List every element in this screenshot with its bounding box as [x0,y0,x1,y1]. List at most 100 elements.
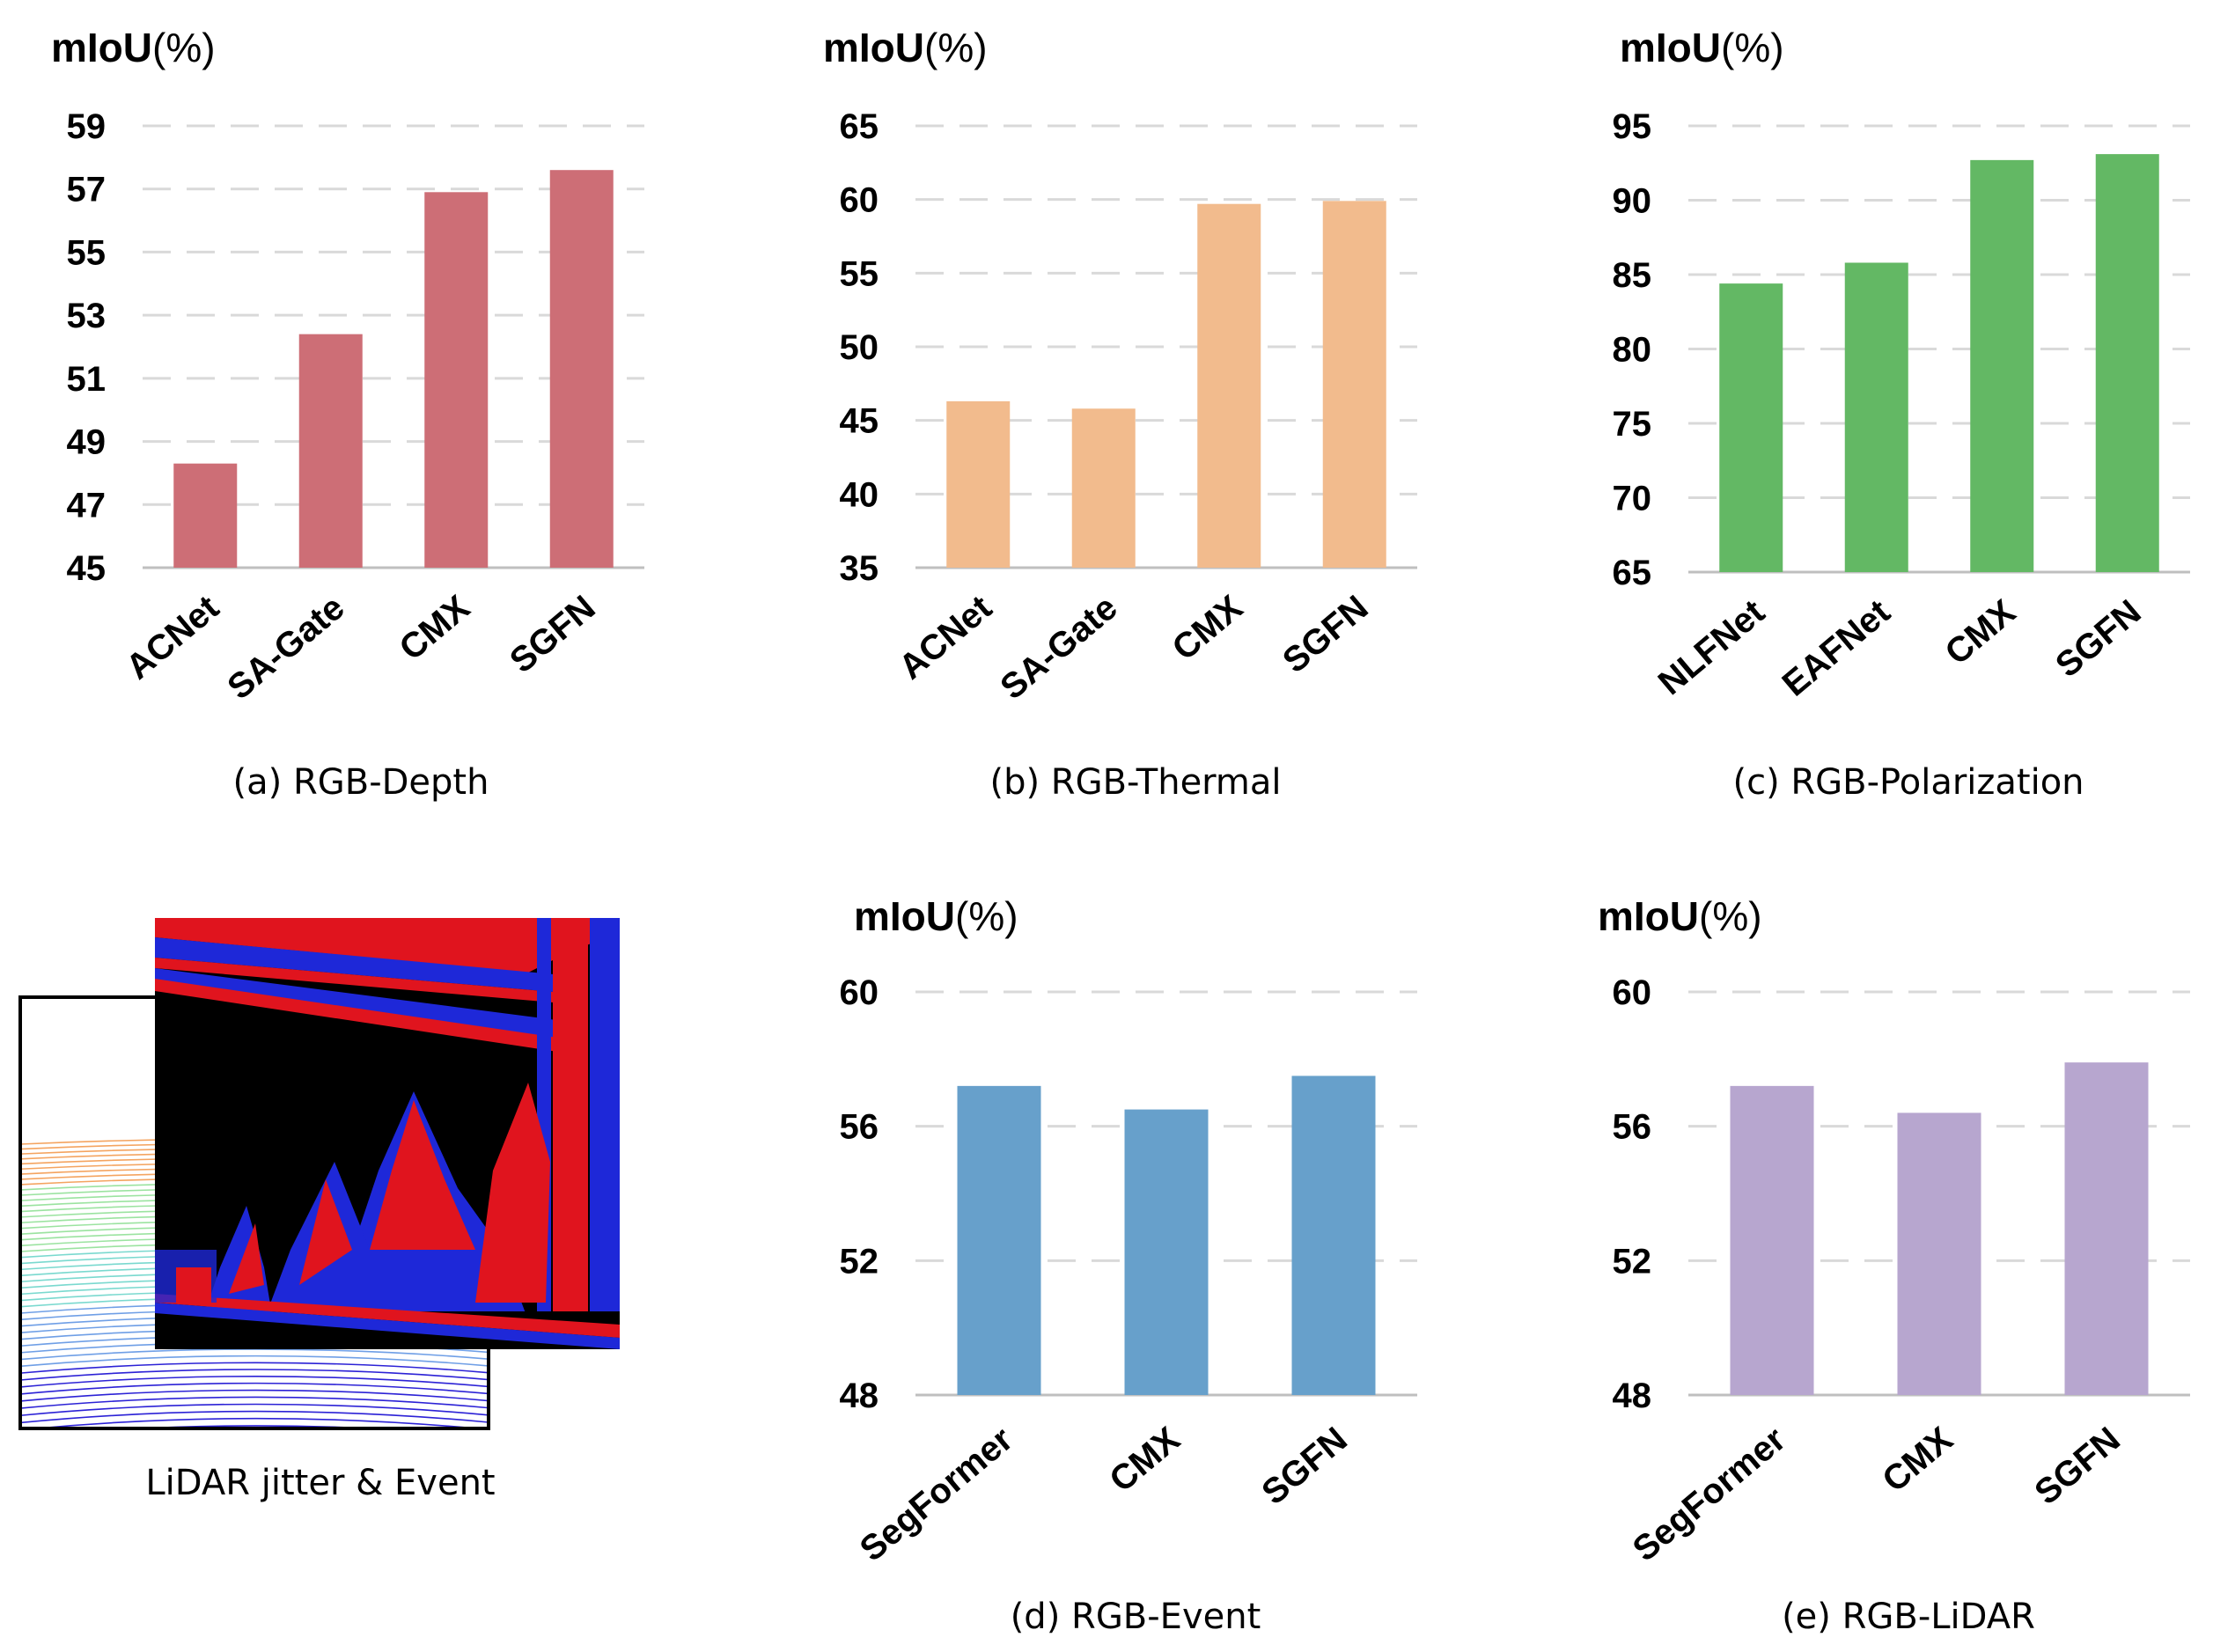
chart-caption: (d) RGB-Event [1011,1597,1261,1637]
chart-caption: (e) RGB-LiDAR [1782,1597,2035,1637]
y-axis-label: mIoU(%) [854,893,1018,939]
y-axis-label-unit: (%) [1699,893,1762,939]
x-category-label: CMX [1875,1420,1960,1500]
lidar-scan-line [20,1396,489,1409]
x-category-label: SGFN [1254,1420,1354,1512]
x-category-label: ACNet [119,588,226,686]
y-tick-label: 45 [840,402,879,441]
y-tick-label: 48 [1613,1377,1652,1415]
lidar-scan-line [20,1375,489,1388]
y-tick-label: 40 [840,475,879,514]
bar-sgfn [1322,201,1386,568]
bar-cmx [1970,159,2034,572]
y-tick-label: 85 [1613,256,1652,295]
y-tick-label: 60 [840,181,879,220]
y-axis-label-metric: mIoU [51,25,152,70]
y-tick-label: 65 [840,107,879,146]
chart-5: mIoU(%) 48 52 56 60 SegFormer CMX SGFN (e) RGB-L… [1598,893,2190,1637]
event-pillar-blue-right [590,918,620,1349]
chart-caption: (a) RGB-Depth [233,762,489,803]
x-category-label: SA-Gate [220,588,351,707]
y-tick-label: 65 [1613,554,1652,592]
y-tick-label: 55 [67,233,107,272]
event-beam-blue [155,968,563,1040]
y-tick-label: 57 [67,171,107,209]
bar-acnet [946,400,1011,568]
bar-sa-gate [1071,408,1136,568]
y-tick-label: 75 [1613,405,1652,444]
x-category-label: SGFN [2027,1420,2127,1512]
event-bush-red [176,1267,211,1303]
bar-cmx [424,192,489,569]
event-ground-red [155,1294,620,1338]
illustration-caption: LiDAR jitter & Event [145,1463,495,1503]
y-tick-label: 55 [840,254,879,293]
lidar-scan-line [20,1509,493,1522]
y-axis-label-metric: mIoU [854,893,955,939]
x-category-label: NLFNet [1651,592,1772,702]
event-tree-1-red [370,1100,475,1250]
chart-caption: (b) RGB-Thermal [989,762,1281,803]
y-tick-label: 52 [840,1242,879,1281]
y-axis-label-metric: mIoU [1598,893,1699,939]
x-category-label: CMX [1938,592,2024,672]
lidar-scan-line [20,1362,489,1374]
lidar-scan-line [20,1433,493,1444]
event-roof-red-2 [155,958,563,1003]
x-category-label: ACNet [892,588,999,686]
y-axis-label: mIoU(%) [1620,25,1784,70]
x-category-label: CMX [1102,1420,1187,1500]
y-axis-label: mIoU(%) [51,25,216,70]
bar-cmx [1897,1112,1981,1395]
lidar-scan-line [20,1355,489,1368]
y-axis-label-unit: (%) [152,25,216,70]
y-tick-label: 70 [1613,480,1652,518]
bar-cmx [1124,1109,1209,1395]
x-category-label: EAFNet [1776,592,1898,704]
bar-sgfn [2095,154,2159,573]
lidar-scan-line [128,1425,385,1428]
bar-sgfn [2064,1062,2149,1395]
bar-nlfnet [1719,283,1783,572]
lidar-event-illustration: LiDAR jitter & Event [18,918,620,1522]
event-tree-2-red [475,1083,550,1303]
bar-sgfn [1291,1076,1376,1395]
y-tick-label: 48 [840,1377,879,1415]
y-axis-label-metric: mIoU [823,25,924,70]
chart-caption: (c) RGB-Polarization [1732,762,2084,803]
y-tick-label: 56 [1613,1108,1652,1147]
x-category-label: SGFN [2048,592,2148,685]
y-axis-label-unit: (%) [955,893,1018,939]
y-tick-label: 49 [67,423,107,462]
x-category-label: SA-Gate [993,588,1124,707]
y-tick-label: 90 [1613,182,1652,221]
event-roof-red [155,918,620,973]
lidar-scan-line [20,1441,493,1453]
x-category-label: SegFormer [1626,1420,1793,1568]
x-category-label: SGFN [1276,588,1375,680]
y-axis-label: mIoU(%) [823,25,988,70]
y-axis-label-unit: (%) [924,25,988,70]
event-tree-4-blue [202,1206,273,1320]
event-pillar-red [553,918,588,1349]
bar-sgfn [549,170,614,568]
event-image-panel [155,918,620,1349]
y-tick-label: 95 [1613,107,1652,146]
y-tick-label: 60 [1613,973,1652,1012]
lidar-scan-line [20,1403,489,1417]
event-ground-blue [155,1303,620,1349]
x-category-label: SegFormer [853,1420,1020,1568]
y-tick-label: 51 [67,360,107,399]
event-roof-blue [155,937,563,993]
bar-segformer [1730,1085,1814,1395]
lidar-scan-line [20,1369,489,1381]
y-tick-label: 35 [840,549,879,588]
y-axis-label: mIoU(%) [1598,893,1762,939]
y-tick-label: 50 [840,328,879,367]
lidar-scan-line [20,1448,493,1460]
y-axis-label-metric: mIoU [1620,25,1721,70]
y-tick-label: 56 [840,1108,879,1147]
bar-acnet [173,463,238,568]
lidar-scan-line [29,1417,484,1428]
